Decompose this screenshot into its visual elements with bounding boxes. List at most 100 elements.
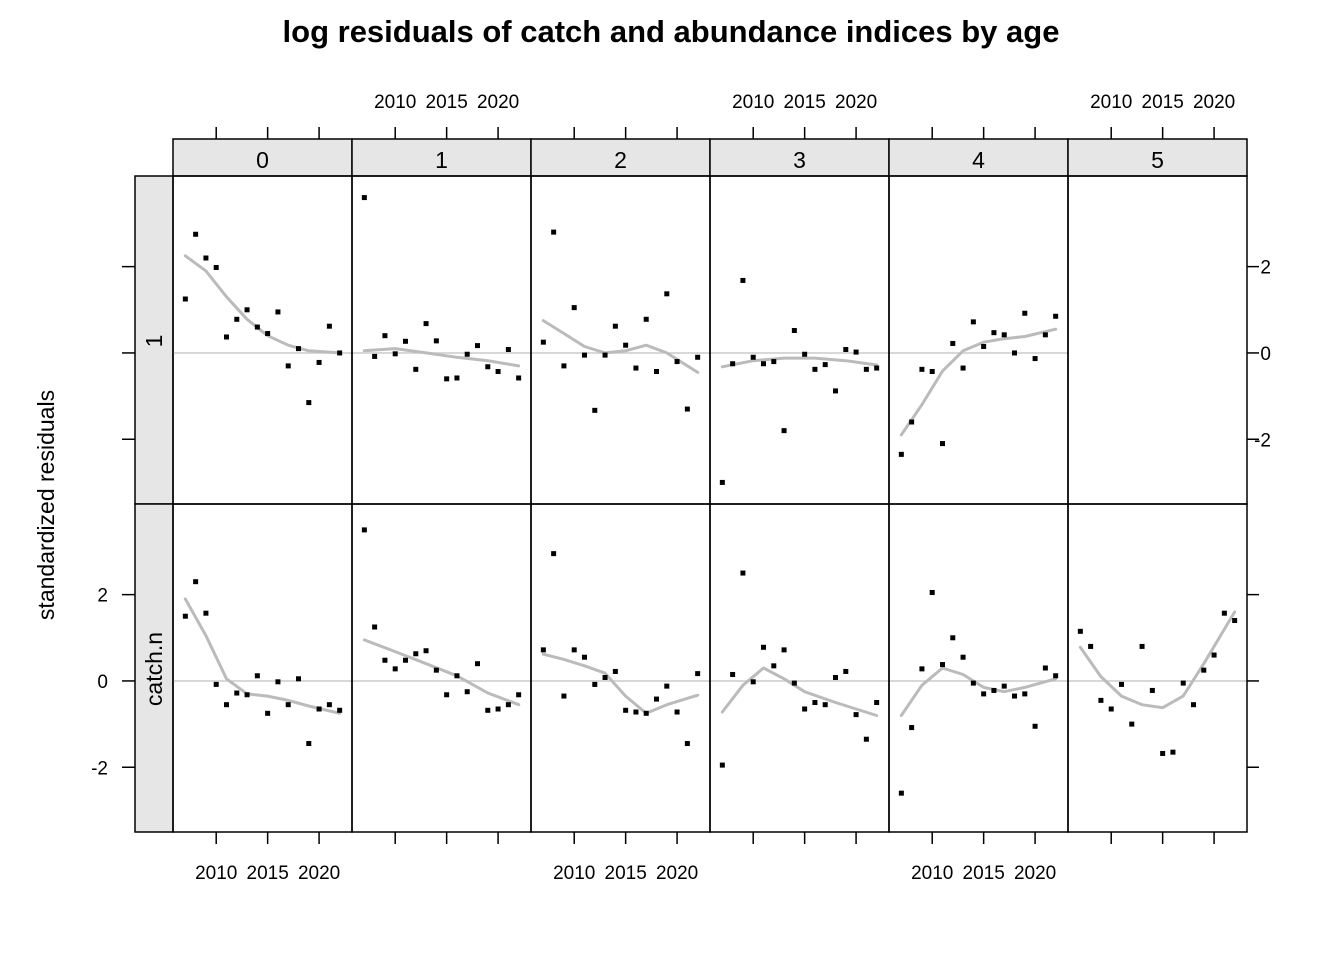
point-idx1-age-4-2016 [991, 330, 997, 336]
panel-frame-1-3 [709, 503, 890, 833]
point-catch-age-3-2013 [781, 647, 787, 653]
point-catch-age-4-2014 [970, 680, 976, 686]
point-idx1-age-2-2018 [654, 369, 660, 375]
point-catch-age-0-2021 [326, 702, 332, 708]
strip-label-age-2: 2 [614, 147, 627, 173]
point-catch-age-0-2013 [244, 692, 250, 698]
point-catch-age-3-2008 [730, 671, 736, 677]
point-catch-age-2-2015 [623, 707, 629, 713]
point-catch-age-0-2012 [234, 690, 240, 696]
point-idx1-age-4-2019 [1022, 310, 1028, 316]
point-idx1-age-2-2022 [695, 354, 701, 360]
point-catch-age-1-2007 [361, 527, 367, 533]
point-idx1-age-3-2020 [853, 349, 859, 355]
point-catch-age-5-2021 [1221, 610, 1227, 616]
point-catch-age-1-2015 [444, 692, 450, 698]
point-idx1-age-0-2020 [316, 359, 322, 365]
smooth-line-idx1-age-0 [183, 254, 342, 355]
point-catch-age-4-2021 [1042, 665, 1048, 671]
point-idx1-age-0-2022 [337, 350, 343, 356]
y-tick-label-left-2: 2 [97, 586, 108, 607]
point-catch-age-0-2014 [254, 673, 260, 679]
y-axis-label: standardized residuals [33, 390, 59, 620]
panel-frame-1-4 [888, 503, 1069, 833]
point-idx1-age-4-2007 [898, 451, 904, 457]
point-idx1-age-4-2015 [981, 343, 987, 349]
point-catch-age-5-2011 [1118, 681, 1124, 687]
point-catch-age-2-2016 [633, 709, 639, 715]
x-tick-label-top-1-2010: 2010 [374, 92, 416, 113]
point-idx1-age-1-2007 [361, 195, 367, 201]
x-tick-label-bottom-4-2015: 2015 [963, 863, 1005, 884]
point-catch-age-0-2015 [265, 710, 271, 716]
point-idx1-age-0-2017 [285, 363, 291, 369]
point-catch-age-2-2022 [695, 671, 701, 677]
point-catch-age-4-2022 [1053, 673, 1059, 679]
point-idx1-age-1-2017 [464, 351, 470, 357]
point-catch-age-1-2009 [382, 657, 388, 663]
x-tick-label-top-3-2010: 2010 [732, 92, 774, 113]
smooth-line-catch-age-3 [720, 666, 879, 717]
point-catch-age-0-2017 [285, 702, 291, 708]
point-catch-age-5-2008 [1088, 643, 1094, 649]
point-idx1-age-1-2013 [423, 321, 429, 327]
point-catch-age-4-2009 [919, 666, 925, 672]
point-idx1-age-2-2009 [561, 363, 567, 369]
point-idx1-age-3-2015 [802, 351, 808, 357]
point-catch-age-4-2018 [1012, 693, 1018, 699]
panel-frame-1-0 [172, 503, 353, 833]
point-catch-age-5-2010 [1108, 706, 1114, 712]
point-idx1-age-3-2022 [874, 365, 880, 371]
point-catch-age-3-2009 [740, 570, 746, 576]
point-catch-age-3-2015 [802, 706, 808, 712]
point-idx1-age-0-2012 [234, 316, 240, 322]
y-tick-label-right-2: 2 [1260, 258, 1271, 279]
point-idx1-age-0-2019 [306, 400, 312, 406]
point-catch-age-5-2013 [1139, 643, 1145, 649]
point-catch-age-4-2010 [929, 589, 935, 595]
point-idx1-age-3-2007 [719, 479, 725, 485]
point-catch-age-0-2010 [213, 681, 219, 687]
point-catch-age-1-2013 [423, 648, 429, 654]
y-tick-label-right-0: 0 [1260, 344, 1271, 365]
point-idx1-age-1-2009 [382, 333, 388, 339]
point-catch-age-0-2016 [275, 679, 281, 685]
strip-label-age-3: 3 [793, 147, 806, 173]
point-catch-age-1-2011 [402, 657, 408, 663]
smooth-line-catch-age-4 [899, 666, 1058, 717]
smooth-line-idx1-age-1 [362, 347, 521, 368]
point-idx1-age-0-2015 [265, 331, 271, 337]
point-catch-age-5-2012 [1129, 721, 1135, 727]
x-tick-label-bottom-4-2020: 2020 [1014, 863, 1056, 884]
smooth-line-catch-age-5 [1078, 610, 1237, 710]
point-catch-age-0-2009 [203, 610, 209, 616]
strip-age-0 [172, 138, 353, 177]
point-idx1-age-2-2007 [540, 339, 546, 345]
point-idx1-age-0-2009 [203, 255, 209, 261]
point-catch-age-3-2010 [750, 679, 756, 685]
x-tick-label-top-1-2015: 2015 [426, 92, 468, 113]
point-idx1-age-2-2019 [664, 291, 670, 297]
point-idx1-age-2-2016 [633, 365, 639, 371]
point-idx1-age-3-2008 [730, 361, 736, 367]
x-tick-label-top-5-2015: 2015 [1142, 92, 1184, 113]
smooth-line-idx1-age-4 [899, 327, 1058, 437]
point-catch-age-4-2015 [981, 691, 987, 697]
row-strip-label-catch-n: catch.n [141, 632, 167, 706]
point-catch-age-1-2014 [433, 667, 439, 673]
point-idx1-age-3-2013 [781, 428, 787, 434]
point-idx1-age-1-2022 [516, 375, 522, 381]
point-idx1-age-1-2021 [505, 346, 511, 352]
point-catch-age-2-2011 [581, 654, 587, 660]
point-catch-age-0-2008 [193, 579, 199, 585]
point-idx1-age-1-2019 [485, 364, 491, 370]
x-tick-label-top-3-2020: 2020 [835, 92, 877, 113]
point-idx1-age-3-2021 [863, 366, 869, 372]
point-idx1-age-4-2018 [1012, 350, 1018, 356]
point-idx1-age-0-2007 [182, 296, 188, 302]
point-idx1-age-0-2021 [326, 323, 332, 329]
smooth-line-catch-age-0 [183, 597, 342, 715]
point-idx1-age-1-2012 [413, 366, 419, 372]
point-catch-age-1-2018 [475, 661, 481, 667]
point-idx1-age-3-2010 [750, 354, 756, 360]
